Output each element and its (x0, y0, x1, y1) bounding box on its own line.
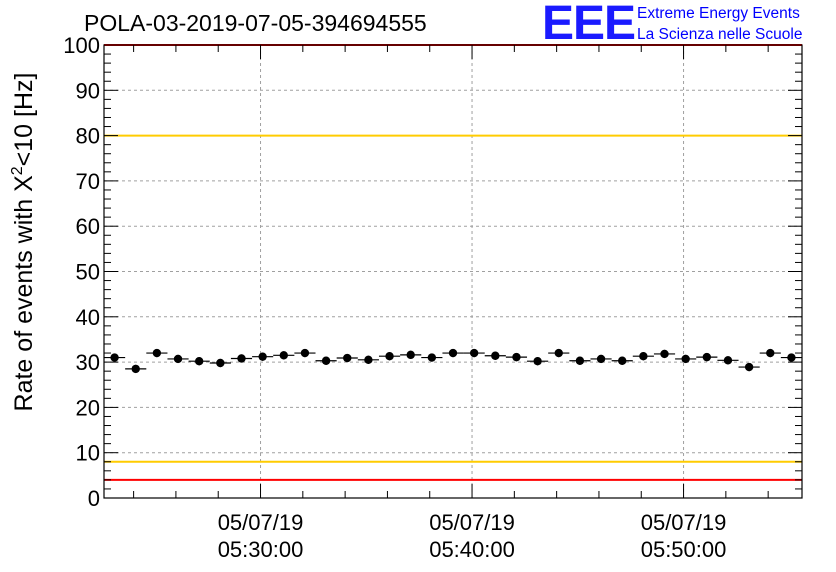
x-tick-label-time: 05:30:00 (218, 537, 304, 562)
data-point (780, 353, 802, 362)
point-marker (152, 348, 162, 358)
data-point (209, 358, 231, 368)
data-point (611, 356, 633, 365)
axis-ticks (104, 44, 802, 499)
data-point (759, 348, 781, 358)
point-marker (343, 353, 352, 363)
grid (104, 45, 802, 498)
chart-title: POLA-03-2019-07-05-394694555 (84, 10, 427, 36)
point-marker (596, 354, 606, 364)
point-marker (194, 356, 204, 366)
point-marker (258, 352, 267, 361)
point-marker (469, 348, 479, 358)
data-point (463, 348, 485, 358)
data-point (273, 351, 295, 360)
point-marker (448, 348, 458, 358)
point-marker (406, 350, 415, 360)
y-axis-label: Rate of events with X2<10 [Hz] (9, 73, 38, 412)
logo-line-2: La Scienza nelle Scuole (637, 26, 803, 43)
point-marker (787, 353, 796, 362)
data-point (252, 352, 274, 361)
point-marker (321, 356, 331, 365)
point-marker (766, 348, 775, 358)
data-point (357, 355, 379, 365)
point-marker (216, 358, 225, 368)
x-tick-label-time: 05:40:00 (429, 537, 515, 562)
data-point (294, 348, 316, 358)
x-tick-label-time: 05:50:00 (641, 537, 727, 562)
y-tick-label: 60 (76, 214, 100, 239)
point-marker (173, 354, 183, 364)
point-marker (702, 352, 712, 362)
x-tick-label-date: 05/07/19 (641, 510, 727, 535)
data-point (548, 348, 570, 358)
point-marker (300, 348, 310, 358)
reference-lines (104, 44, 802, 481)
x-tick-label-date: 05/07/19 (218, 510, 304, 535)
point-marker (491, 351, 500, 360)
x-tick-label-date: 05/07/19 (429, 510, 515, 535)
y-tick-label: 40 (76, 305, 100, 330)
point-marker (744, 362, 754, 372)
point-marker (723, 356, 733, 365)
point-marker (554, 348, 563, 358)
data-point (400, 350, 422, 360)
y-tick-label: 20 (76, 395, 100, 420)
data-point (505, 352, 528, 362)
y-tick-label: 50 (76, 260, 100, 285)
data-point (104, 353, 126, 362)
data-point (738, 362, 760, 372)
data-point (188, 356, 210, 366)
data-point (421, 353, 443, 362)
data-point (146, 348, 168, 358)
point-marker (533, 356, 542, 366)
data-point (717, 356, 739, 365)
point-marker (237, 354, 246, 363)
data-point (484, 351, 506, 360)
data-point (378, 352, 401, 361)
point-marker (512, 352, 521, 362)
data-point (632, 352, 654, 361)
y-tick-label: 10 (76, 441, 100, 466)
point-marker (681, 354, 690, 364)
point-marker (385, 352, 394, 361)
y-tick-label: 30 (76, 350, 100, 375)
data-point (527, 356, 549, 366)
y-tick-label: 0 (88, 486, 100, 511)
point-marker (618, 356, 627, 365)
logo-line-1: Extreme Energy Events (637, 5, 800, 22)
tick-labels: 010203040506070809010005/07/1905:30:0005… (63, 33, 726, 562)
data-point (569, 356, 591, 365)
data-point (590, 354, 612, 364)
point-marker (427, 353, 437, 362)
data-point (696, 352, 718, 362)
point-marker (279, 351, 288, 360)
data-point (167, 354, 189, 364)
point-marker (660, 349, 669, 359)
data-point (653, 349, 676, 359)
point-marker (575, 356, 585, 365)
point-marker (364, 355, 373, 365)
point-marker (110, 353, 119, 362)
y-tick-label: 80 (76, 124, 100, 149)
data-points (104, 348, 802, 374)
data-point (336, 353, 358, 363)
data-point (125, 364, 147, 374)
point-marker (639, 352, 648, 361)
point-marker (131, 364, 140, 374)
y-tick-label: 90 (76, 78, 100, 103)
data-point (315, 356, 337, 365)
data-point (230, 354, 253, 363)
y-tick-label: 100 (63, 33, 100, 58)
y-tick-label: 70 (76, 169, 100, 194)
data-point (442, 348, 464, 358)
data-point (675, 354, 697, 364)
eee-logo: EEE (542, 0, 636, 50)
